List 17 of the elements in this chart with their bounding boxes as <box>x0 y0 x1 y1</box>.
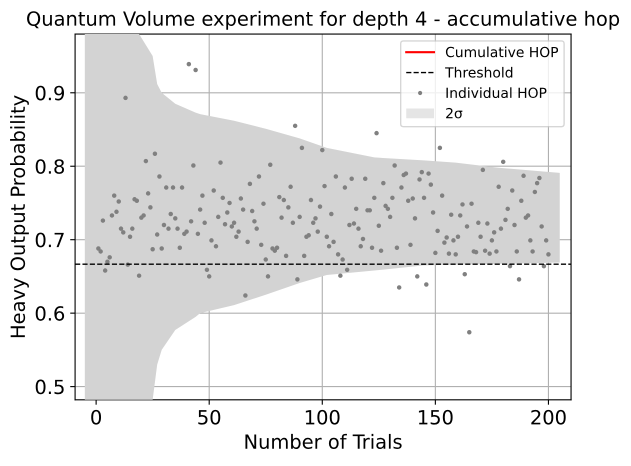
legend-label: Threshold <box>445 66 512 78</box>
x-tick-label: 100 <box>306 410 340 425</box>
legend-label: Individual HOP <box>446 87 546 98</box>
y-tick-label: 0.6 <box>36 306 64 321</box>
legend-label: Cumulative HOP <box>446 46 558 58</box>
x-tick-label: 150 <box>418 410 453 425</box>
y-axis-title: Heavy Output Probability <box>10 95 29 338</box>
x-tick-label: 50 <box>198 410 220 425</box>
y-tick-label: 0.5 <box>36 380 64 394</box>
chart-title: Quantum Volume experiment for depth 4 - accumulative hop <box>27 10 620 30</box>
y-tick-label: 0.8 <box>36 159 64 174</box>
legend-label: 2σ <box>446 108 462 118</box>
y-tick-label: 0.9 <box>36 86 64 100</box>
y-tick-label: 0.7 <box>36 232 64 248</box>
x-tick-label: 0 <box>91 410 102 425</box>
x-tick-label: 200 <box>531 410 566 425</box>
x-axis-title: Number of Trials <box>245 434 402 449</box>
